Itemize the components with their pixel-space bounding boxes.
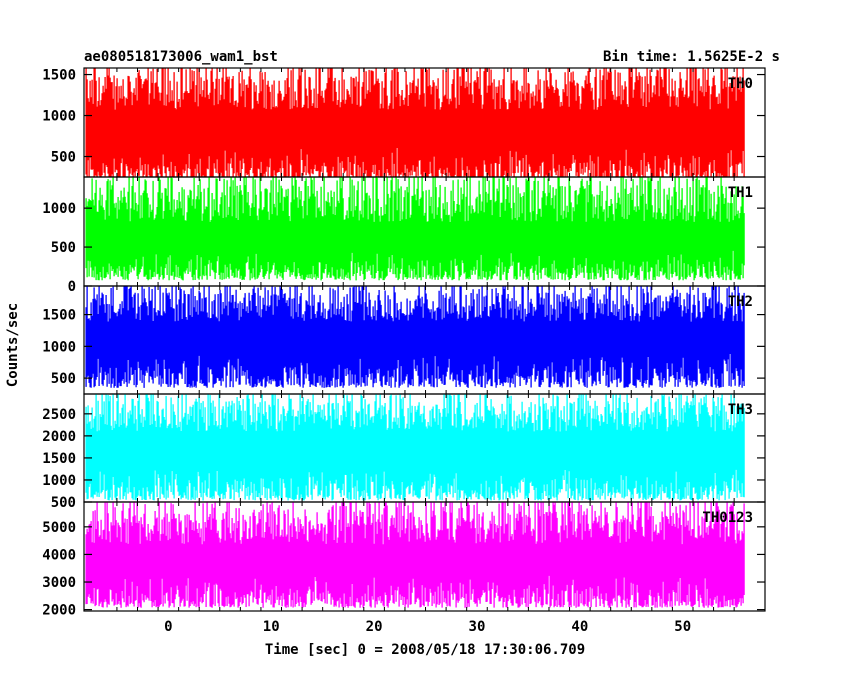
x-axis: 0 10 20 30 40 50 [116, 68, 735, 635]
panel-label: TH1 [728, 185, 753, 201]
y-tick-label: 500 [51, 371, 76, 387]
y-axis-label: Counts/sec [5, 303, 21, 387]
y-tick-label: 5000 [42, 520, 76, 536]
y-tick-label: 0 [68, 279, 76, 295]
x-tick-label: 30 [469, 619, 486, 635]
series-th1 [85, 177, 745, 281]
y-tick-label: 1500 [42, 451, 76, 467]
y-tick-label: 4000 [42, 547, 76, 563]
y-tick-label: 2000 [42, 603, 76, 619]
y-tick-label: 500 [51, 240, 76, 256]
panel-label: TH2 [728, 294, 753, 310]
series-th0123 [85, 502, 745, 608]
panel-th0123: 2000 3000 4000 5000 TH0123 [42, 501, 766, 619]
x-axis-label: Time [sec] 0 = 2008/05/18 17:30:06.709 [265, 642, 585, 658]
panel-label: TH0123 [702, 510, 753, 526]
panel-label: TH0 [728, 76, 753, 92]
y-tick-label: 1000 [42, 109, 76, 125]
panel-frame [83, 501, 766, 612]
y-tick-label: 1500 [42, 308, 76, 324]
panel-th1: 0 500 1000 TH1 [42, 176, 766, 295]
x-tick-label: 0 [164, 619, 172, 635]
series-th3 [85, 394, 745, 501]
y-tick-label: 500 [51, 150, 76, 166]
y-tick-label: 1000 [42, 473, 76, 489]
y-tick-label: 1000 [42, 201, 76, 217]
panel-th3: 500 1000 1500 2000 2500 TH3 [42, 393, 766, 511]
x-tick-label: 50 [674, 619, 691, 635]
chart-title-right: Bin time: 1.5625E-2 s [603, 49, 780, 65]
y-tick-label: 500 [51, 495, 76, 511]
y-tick-label: 2000 [42, 429, 76, 445]
series-th0 [85, 68, 745, 177]
y-tick-label: 2500 [42, 407, 76, 423]
y-tick-label: 3000 [42, 575, 76, 591]
panel-label: TH3 [728, 402, 753, 418]
x-tick-label: 20 [366, 619, 383, 635]
y-tick-label: 1500 [42, 68, 76, 84]
series-th2 [85, 286, 745, 388]
panels: 50010001500TH005001000TH150010001500TH25… [42, 67, 766, 619]
y-tick-label: 1000 [42, 339, 76, 355]
x-tick-label: 40 [571, 619, 588, 635]
chart-title-left: ae080518173006_wam1_bst [84, 49, 278, 65]
panel-th0: 500 1000 1500 TH0 [42, 67, 766, 178]
x-tick-label: 10 [263, 619, 280, 635]
panel-th2: 500 1000 1500 TH2 [42, 285, 766, 395]
